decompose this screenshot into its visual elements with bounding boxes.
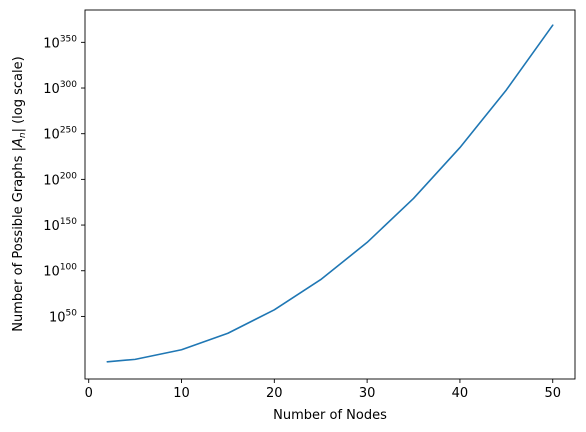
y-tick-label: 1050 [49, 308, 77, 325]
y-tick-label: 10200 [43, 171, 77, 188]
y-axis-label-var: A [11, 138, 26, 148]
y-tick-label: 10300 [43, 80, 77, 97]
x-tick-label: 30 [359, 386, 376, 401]
y-tick-label: 10150 [43, 217, 77, 234]
y-axis-label-suffix: | (log scale) [11, 56, 26, 132]
y-axis-label-prefix: Number of Possible Graphs | [11, 147, 26, 332]
y-axis-label-sub: n [18, 132, 28, 138]
y-axis-label: Number of Possible Graphs |An| (log scal… [11, 56, 28, 331]
plot-frame [84, 9, 576, 380]
x-tick-label: 40 [452, 386, 469, 401]
y-tick-label: 10250 [43, 126, 77, 143]
y-tick-label: 10100 [43, 263, 77, 280]
x-tick-label: 0 [85, 386, 93, 401]
series-line [106, 24, 554, 363]
x-axis-label: Number of Nodes [273, 408, 387, 423]
y-tick-label: 10350 [43, 34, 77, 51]
x-tick-label: 50 [544, 386, 561, 401]
x-tick-label: 10 [173, 386, 190, 401]
plot-background [85, 10, 575, 379]
x-tick-label: 20 [266, 386, 283, 401]
y-axis-ticks: 1050 10100 10150 10200 10250 10300 10350 [43, 34, 85, 325]
x-axis-ticks: 0 10 20 30 40 50 [85, 379, 561, 401]
